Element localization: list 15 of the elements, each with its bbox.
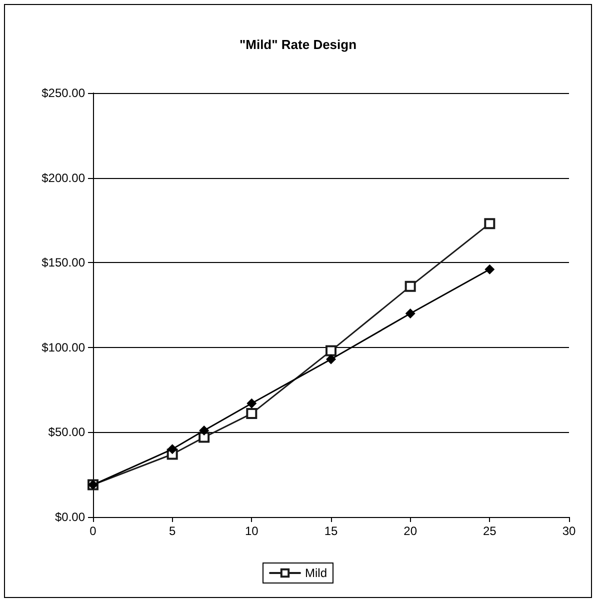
y-tick-label: $100.00 [42, 340, 86, 354]
y-tick-label: $0.00 [54, 510, 86, 524]
x-tick-label: 5 [168, 524, 176, 538]
x-tick-label: 25 [482, 524, 497, 538]
y-tick-label: $250.00 [42, 86, 86, 100]
legend-label: Mild [305, 566, 328, 580]
x-tick-label: 20 [404, 524, 418, 538]
y-tick-label: $50.00 [48, 425, 86, 440]
y-tick-label: $150.00 [42, 256, 86, 270]
x-tick-label: 15 [324, 524, 338, 538]
x-tick-label: 10 [244, 524, 259, 538]
chart-title: "Mild" Rate Design [239, 37, 357, 52]
x-tick-label: 30 [562, 524, 576, 538]
y-tick-label: $200.00 [42, 170, 86, 185]
x-tick-label: 0 [90, 524, 97, 538]
